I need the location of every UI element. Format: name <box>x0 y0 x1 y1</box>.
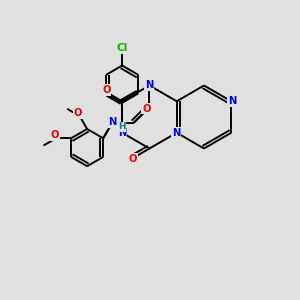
Text: N: N <box>118 128 126 138</box>
Text: H: H <box>118 122 126 131</box>
Text: O: O <box>74 108 82 118</box>
Text: N: N <box>145 80 154 90</box>
Text: O: O <box>102 85 111 95</box>
Text: N: N <box>108 117 116 127</box>
Text: N: N <box>228 96 236 106</box>
Text: O: O <box>128 154 137 164</box>
Text: O: O <box>142 104 151 114</box>
Text: N: N <box>172 128 180 138</box>
Text: Cl: Cl <box>116 43 128 53</box>
Text: O: O <box>50 130 59 140</box>
